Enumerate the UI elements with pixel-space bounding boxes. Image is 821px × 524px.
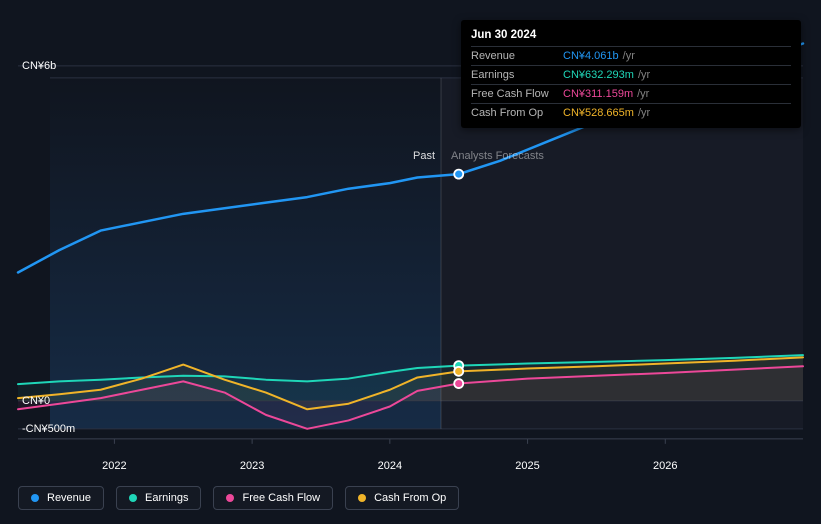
tooltip-row-unit: /yr xyxy=(623,50,635,62)
legend-dot-icon xyxy=(226,494,234,502)
legend-item-cfo[interactable]: Cash From Op xyxy=(345,486,459,510)
y-tick-label: CN¥0 xyxy=(22,395,50,407)
x-tick-label: 2026 xyxy=(653,460,677,472)
tooltip-row: EarningsCN¥632.293m/yr xyxy=(471,65,791,84)
cfo-marker xyxy=(454,367,463,376)
tooltip-row: RevenueCN¥4.061b/yr xyxy=(471,46,791,65)
x-tick-label: 2023 xyxy=(240,460,264,472)
tooltip-row-value: CN¥311.159m xyxy=(563,88,633,100)
tooltip-title: Jun 30 2024 xyxy=(471,26,791,46)
tooltip-row-value: CN¥528.665m xyxy=(563,107,634,119)
tooltip-row-unit: /yr xyxy=(638,107,650,119)
x-tick-label: 2024 xyxy=(378,460,402,472)
tooltip-row: Cash From OpCN¥528.665m/yr xyxy=(471,103,791,122)
legend-dot-icon xyxy=(31,494,39,502)
tooltip-row-unit: /yr xyxy=(637,88,649,100)
tooltip-row-label: Cash From Op xyxy=(471,107,563,119)
legend-item-label: Revenue xyxy=(47,492,91,504)
x-tick-label: 2022 xyxy=(102,460,126,472)
legend-dot-icon xyxy=(129,494,137,502)
tooltip-row-label: Earnings xyxy=(471,69,563,81)
past-region-label: Past xyxy=(413,150,435,162)
fcf-marker xyxy=(454,379,463,388)
forecast-region-label: Analysts Forecasts xyxy=(451,150,544,162)
legend-item-label: Cash From Op xyxy=(374,492,446,504)
tooltip-row-label: Free Cash Flow xyxy=(471,88,563,100)
chart-tooltip: Jun 30 2024 RevenueCN¥4.061b/yrEarningsC… xyxy=(461,20,801,128)
chart-legend: Revenue Earnings Free Cash Flow Cash From O… xyxy=(18,486,459,510)
legend-item-label: Free Cash Flow xyxy=(242,492,320,504)
y-tick-label: CN¥6b xyxy=(22,60,56,72)
tooltip-row-value: CN¥4.061b xyxy=(563,50,619,62)
tooltip-row-label: Revenue xyxy=(471,50,563,62)
legend-dot-icon xyxy=(358,494,366,502)
tooltip-row: Free Cash FlowCN¥311.159m/yr xyxy=(471,84,791,103)
tooltip-row-unit: /yr xyxy=(638,69,650,81)
legend-item-revenue[interactable]: Revenue xyxy=(18,486,104,510)
revenue-marker xyxy=(454,170,463,179)
legend-item-earnings[interactable]: Earnings xyxy=(116,486,201,510)
x-tick-label: 2025 xyxy=(515,460,539,472)
y-tick-label: -CN¥500m xyxy=(22,423,75,435)
legend-item-fcf[interactable]: Free Cash Flow xyxy=(213,486,333,510)
legend-item-label: Earnings xyxy=(145,492,188,504)
financials-chart: CN¥6b CN¥0 -CN¥500m 2022 2023 2024 2025 2026 P… xyxy=(0,0,821,524)
tooltip-row-value: CN¥632.293m xyxy=(563,69,634,81)
